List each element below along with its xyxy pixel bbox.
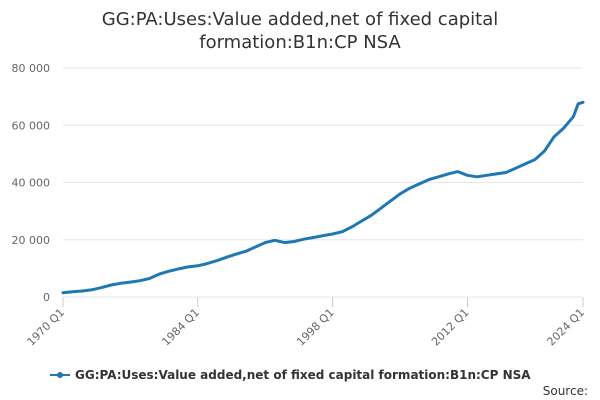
x-tick-label: 2012 Q1 bbox=[429, 306, 472, 349]
data-point[interactable] bbox=[379, 207, 382, 210]
data-point[interactable] bbox=[427, 178, 431, 181]
data-point[interactable] bbox=[514, 167, 517, 170]
data-point[interactable] bbox=[100, 286, 103, 289]
source-label: Source: bbox=[543, 384, 588, 398]
data-point[interactable] bbox=[360, 219, 363, 223]
legend[interactable]: GG:PA:Uses:Value added,net of fixed capi… bbox=[50, 368, 531, 382]
data-point[interactable] bbox=[71, 290, 74, 293]
data-point[interactable] bbox=[312, 236, 315, 239]
data-point[interactable] bbox=[81, 289, 84, 293]
data-point[interactable] bbox=[273, 239, 277, 242]
chart-title-line-2: formation:B1n:CP NSA bbox=[199, 32, 401, 53]
data-point[interactable] bbox=[495, 172, 498, 176]
data-point[interactable] bbox=[158, 272, 161, 276]
data-point[interactable] bbox=[562, 126, 565, 130]
data-point[interactable] bbox=[331, 232, 334, 236]
data-point[interactable] bbox=[254, 245, 257, 249]
data-point[interactable] bbox=[572, 115, 575, 118]
x-tick-label: 1984 Q1 bbox=[159, 306, 202, 349]
data-point[interactable] bbox=[398, 192, 402, 196]
data-point[interactable] bbox=[350, 225, 354, 229]
gridlines bbox=[63, 67, 583, 298]
legend-series-marker[interactable] bbox=[57, 372, 63, 378]
data-point[interactable] bbox=[533, 158, 537, 161]
data-point[interactable] bbox=[90, 288, 94, 291]
y-axis-ticks: 0 20 000 40 000 60 000 80 000 bbox=[12, 62, 51, 304]
data-point[interactable] bbox=[447, 172, 450, 176]
data-point[interactable] bbox=[215, 259, 219, 262]
data-point[interactable] bbox=[524, 162, 527, 166]
x-tick-label: 2024 Q1 bbox=[545, 306, 588, 349]
data-point[interactable] bbox=[485, 174, 488, 177]
y-tick-label: 80 000 bbox=[12, 62, 51, 75]
data-point[interactable] bbox=[581, 101, 585, 104]
data-point[interactable] bbox=[302, 238, 305, 241]
data-point[interactable] bbox=[177, 267, 180, 271]
data-point[interactable] bbox=[292, 240, 296, 243]
x-axis-ticks: 1970 Q1 1984 Q1 1998 Q1 2012 Q1 2024 Q1 bbox=[25, 297, 588, 349]
data-point[interactable] bbox=[129, 280, 132, 284]
data-point[interactable] bbox=[475, 175, 479, 178]
data-point[interactable] bbox=[148, 277, 151, 280]
data-point[interactable] bbox=[466, 174, 469, 177]
x-tick-label: 1998 Q1 bbox=[294, 306, 337, 349]
data-point[interactable] bbox=[408, 187, 411, 190]
data-point[interactable] bbox=[196, 264, 199, 267]
data-point[interactable] bbox=[109, 283, 113, 287]
y-tick-label: 40 000 bbox=[12, 177, 51, 190]
data-point[interactable] bbox=[264, 241, 267, 244]
data-point[interactable] bbox=[235, 252, 238, 256]
series-layer bbox=[61, 100, 585, 295]
y-tick-label: 0 bbox=[43, 291, 50, 304]
y-tick-label: 20 000 bbox=[12, 234, 51, 247]
legend-series-label[interactable]: GG:PA:Uses:Value added,net of fixed capi… bbox=[75, 368, 531, 382]
data-point[interactable] bbox=[418, 182, 421, 186]
data-point[interactable] bbox=[341, 230, 344, 233]
data-point[interactable] bbox=[138, 279, 142, 282]
y-tick-label: 60 000 bbox=[12, 119, 51, 132]
data-point[interactable] bbox=[456, 170, 459, 173]
data-point[interactable] bbox=[283, 241, 286, 244]
data-point[interactable] bbox=[389, 199, 392, 203]
data-point[interactable] bbox=[552, 135, 556, 138]
data-point[interactable] bbox=[369, 214, 373, 217]
data-point[interactable] bbox=[577, 102, 580, 106]
x-tick-label: 1970 Q1 bbox=[25, 306, 68, 349]
series-line[interactable] bbox=[61, 100, 585, 295]
data-point[interactable] bbox=[119, 282, 123, 285]
data-point[interactable] bbox=[543, 149, 546, 153]
data-point[interactable] bbox=[167, 270, 171, 273]
data-point[interactable] bbox=[437, 175, 440, 178]
data-point[interactable] bbox=[61, 291, 65, 294]
data-point[interactable] bbox=[321, 234, 325, 237]
data-point[interactable] bbox=[225, 256, 228, 259]
data-point[interactable] bbox=[206, 262, 209, 265]
data-point[interactable] bbox=[244, 250, 248, 253]
data-point[interactable] bbox=[504, 171, 508, 174]
chart-title-line-1: GG:PA:Uses:Value added,net of fixed capi… bbox=[102, 9, 498, 30]
data-point[interactable] bbox=[187, 265, 190, 269]
